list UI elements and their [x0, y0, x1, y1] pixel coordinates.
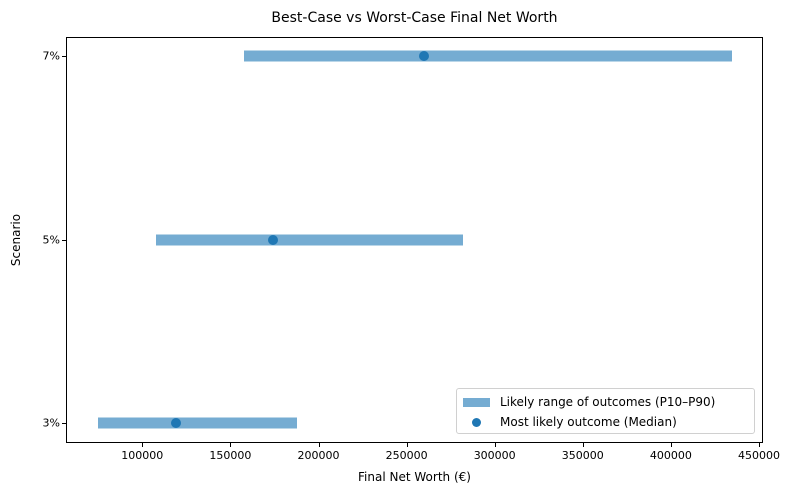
y-tick-label: 3%	[42, 416, 60, 430]
x-tick-label: 100000	[121, 449, 164, 462]
x-tick	[759, 443, 760, 447]
y-tick-label: 5%	[42, 233, 60, 247]
x-tick	[318, 443, 320, 447]
x-tick	[582, 443, 584, 447]
x-tick-label: 200000	[297, 449, 340, 462]
chart-title: Best-Case vs Worst-Case Final Net Worth	[271, 10, 558, 26]
y-axis-label: Scenario	[9, 213, 23, 267]
x-tick	[670, 443, 672, 447]
x-tick-label: 400000	[649, 449, 692, 462]
range-patch-icon	[463, 397, 490, 407]
x-tick	[406, 443, 408, 447]
x-tick-label: 250000	[385, 449, 428, 462]
x-tick-label: 350000	[561, 449, 604, 462]
legend-label: Most likely outcome (Median)	[500, 415, 677, 429]
y-tick	[62, 56, 66, 57]
x-tick-label: 300000	[473, 449, 516, 462]
range-bar	[155, 234, 463, 246]
median-point	[267, 235, 278, 245]
legend-item-median: Most likely outcome (Median)	[463, 413, 677, 431]
y-tick	[62, 240, 66, 241]
plot-area	[66, 37, 763, 443]
legend: Likely range of outcomes (P10–P90) Most …	[456, 388, 755, 434]
y-tick	[62, 423, 66, 424]
x-tick	[230, 443, 232, 447]
legend-item-range: Likely range of outcomes (P10–P90)	[463, 393, 715, 411]
x-axis-label: Final Net Worth (€)	[358, 470, 471, 484]
x-tick	[142, 443, 144, 447]
range-bar	[98, 417, 298, 429]
y-tick-label: 7%	[42, 49, 60, 63]
legend-label: Likely range of outcomes (P10–P90)	[500, 395, 716, 409]
x-tick-label: 450000	[738, 449, 780, 462]
x-tick	[494, 443, 496, 447]
median-point	[170, 418, 181, 428]
median-point	[419, 51, 430, 61]
median-dot-icon	[472, 417, 481, 427]
x-tick-label: 150000	[209, 449, 252, 462]
range-bar	[243, 50, 732, 62]
